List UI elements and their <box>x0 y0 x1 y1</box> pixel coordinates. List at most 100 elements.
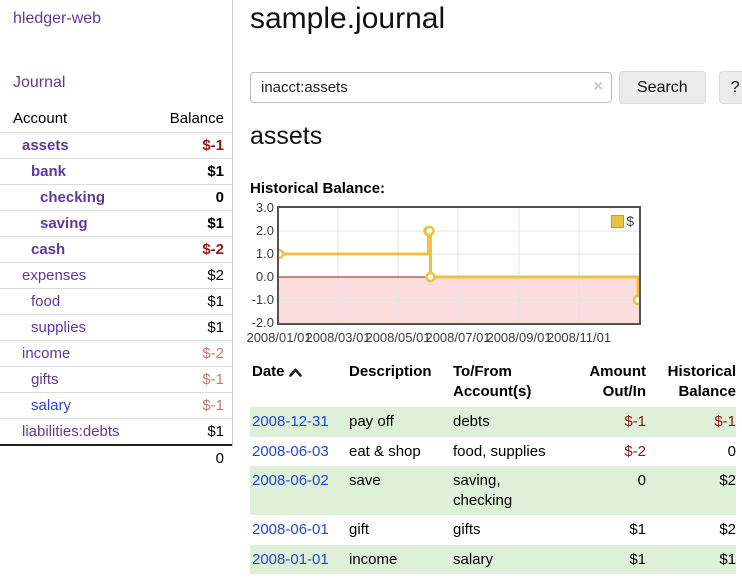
transaction-date-link[interactable]: 2008-06-02 <box>252 472 329 489</box>
account-link-checking[interactable]: checking <box>40 189 106 206</box>
legend-swatch <box>611 214 625 228</box>
account-row-cash: cash $-2 <box>0 236 232 263</box>
transaction-description: pay off <box>349 413 394 430</box>
x-tick-label: 2008/05/01 <box>365 330 431 345</box>
transaction-date-link[interactable]: 2008-12-31 <box>252 413 329 430</box>
register-row: 2008-12-31 pay off debts $-1 $-1 <box>250 407 736 437</box>
account-link-supplies[interactable]: supplies <box>31 319 87 336</box>
register-row: 2008-01-01 income salary $1 $1 <box>250 544 736 574</box>
account-balance: $-2 <box>145 340 232 367</box>
transaction-amount: $-1 <box>624 413 646 430</box>
account-row-saving: saving $1 <box>0 210 232 237</box>
accounts-total-row: 0 <box>0 444 232 471</box>
account-balance: $-2 <box>145 236 232 263</box>
y-tick-label: 3.0 <box>255 200 274 215</box>
account-balance: $-1 <box>145 392 232 419</box>
help-button[interactable]: ? <box>718 71 742 104</box>
search-form: × Search ? <box>250 71 742 104</box>
transaction-balance: $-1 <box>714 413 736 430</box>
y-tick-label: -2.0 <box>251 315 274 330</box>
transaction-accounts: gifts <box>453 521 481 538</box>
account-balance: $1 <box>145 288 232 315</box>
sidebar: hledger-web Journal Account Balance asse… <box>0 0 233 471</box>
account-link-gifts[interactable]: gifts <box>31 371 59 388</box>
account-link-assets[interactable]: assets <box>22 137 69 154</box>
transaction-amount: 0 <box>637 472 646 489</box>
account-row-salary: salary $-1 <box>0 392 232 419</box>
y-tick-label: 0.0 <box>255 269 274 284</box>
transaction-description: save <box>349 472 381 489</box>
account-balance: $1 <box>145 314 232 341</box>
balance-line-series <box>279 208 639 323</box>
account-link-salary[interactable]: salary <box>31 397 72 414</box>
transaction-balance: 0 <box>727 442 736 460</box>
clear-search-icon[interactable]: × <box>593 78 603 95</box>
register-row: 2008-06-02 save saving, checking 0 $2 <box>250 466 736 515</box>
x-tick-label: 2008/03/01 <box>305 330 371 345</box>
legend-label: $ <box>626 213 634 229</box>
app-title-link[interactable]: hledger-web <box>13 10 102 27</box>
column-header-balance: Historical Balance <box>667 363 736 400</box>
transaction-balance: $2 <box>719 472 736 489</box>
transaction-description: eat & shop <box>349 442 421 460</box>
register-row: 2008-06-03 eat & shop food, supplies $-2… <box>250 437 736 467</box>
y-tick-label: 1.0 <box>255 246 274 261</box>
x-tick-label: 2008/09/01 <box>486 330 552 345</box>
main-content: sample.journal × Search ? assets Histori… <box>246 0 742 582</box>
column-header-accounts: To/From Account(s) <box>453 363 532 400</box>
accounts-total-value: 0 <box>145 444 232 471</box>
account-balance: $1 <box>145 418 232 445</box>
account-balance: $1 <box>145 210 232 237</box>
x-tick-label: 2008/01/01 <box>246 330 312 345</box>
historical-balance-chart: 3.0 2.0 1.0 0.0 -1.0 -2.0 $ 2008/01/01 2008/03… <box>246 198 736 348</box>
register-row: 2008-06-01 gift gifts $1 $2 <box>250 515 736 545</box>
transaction-amount: $-2 <box>624 442 646 460</box>
account-balance: $2 <box>145 262 232 289</box>
account-row-gifts: gifts $-1 <box>0 366 232 393</box>
account-row-food: food $1 <box>0 288 232 315</box>
y-tick-label: -1.0 <box>251 292 274 307</box>
transaction-date-link[interactable]: 2008-06-03 <box>252 442 329 460</box>
register-table: Date Description To/From Account(s) Amou… <box>250 358 736 574</box>
account-link-bank[interactable]: bank <box>31 163 67 180</box>
transaction-date-link[interactable]: 2008-01-01 <box>252 550 329 568</box>
account-link-saving[interactable]: saving <box>40 215 88 232</box>
transaction-amount: $1 <box>629 550 646 568</box>
account-balance: $-1 <box>145 366 232 393</box>
account-link-cash[interactable]: cash <box>31 241 66 258</box>
account-row-bank: bank $1 <box>0 158 232 185</box>
sidebar-item-journal[interactable]: Journal <box>13 74 66 91</box>
account-row-income: income $-2 <box>0 340 232 367</box>
transaction-accounts: debts <box>453 413 490 430</box>
accounts-table: Account Balance assets $-1 bank $1 check… <box>0 106 232 471</box>
account-row-assets: assets $-1 <box>0 132 232 159</box>
transaction-description: income <box>349 550 398 568</box>
account-balance: $1 <box>145 158 232 185</box>
plot-area: $ <box>277 206 641 325</box>
x-tick-label: 2008/07/01 <box>425 330 491 345</box>
column-header-date[interactable]: Date <box>250 358 347 407</box>
transaction-date-link[interactable]: 2008-06-01 <box>252 521 329 538</box>
account-row-expenses: expenses $2 <box>0 262 232 289</box>
transaction-description: gift <box>349 521 370 538</box>
search-button[interactable]: Search <box>619 71 706 104</box>
account-link-liabilities-debts[interactable]: liabilities:debts <box>22 423 120 440</box>
register-header-row: Date Description To/From Account(s) Amou… <box>250 358 736 407</box>
account-balance: $-1 <box>145 132 232 159</box>
chart-title: Historical Balance: <box>250 180 386 197</box>
chart-legend: $ <box>611 213 634 229</box>
transaction-balance: $2 <box>719 521 736 538</box>
transaction-accounts: salary <box>453 550 494 568</box>
search-input[interactable] <box>250 72 612 103</box>
account-link-expenses[interactable]: expenses <box>22 267 87 284</box>
account-link-income[interactable]: income <box>22 345 71 362</box>
y-tick-label: 2.0 <box>255 223 274 238</box>
page-title: sample.journal <box>250 2 446 35</box>
account-link-food[interactable]: food <box>31 293 61 310</box>
accounts-header-balance: Balance <box>169 110 224 127</box>
account-heading: assets <box>250 122 323 150</box>
date-header-label: Date <box>252 363 285 380</box>
account-balance: 0 <box>145 184 232 211</box>
transaction-accounts: saving, checking <box>453 472 513 509</box>
sort-ascending-icon <box>288 363 302 383</box>
